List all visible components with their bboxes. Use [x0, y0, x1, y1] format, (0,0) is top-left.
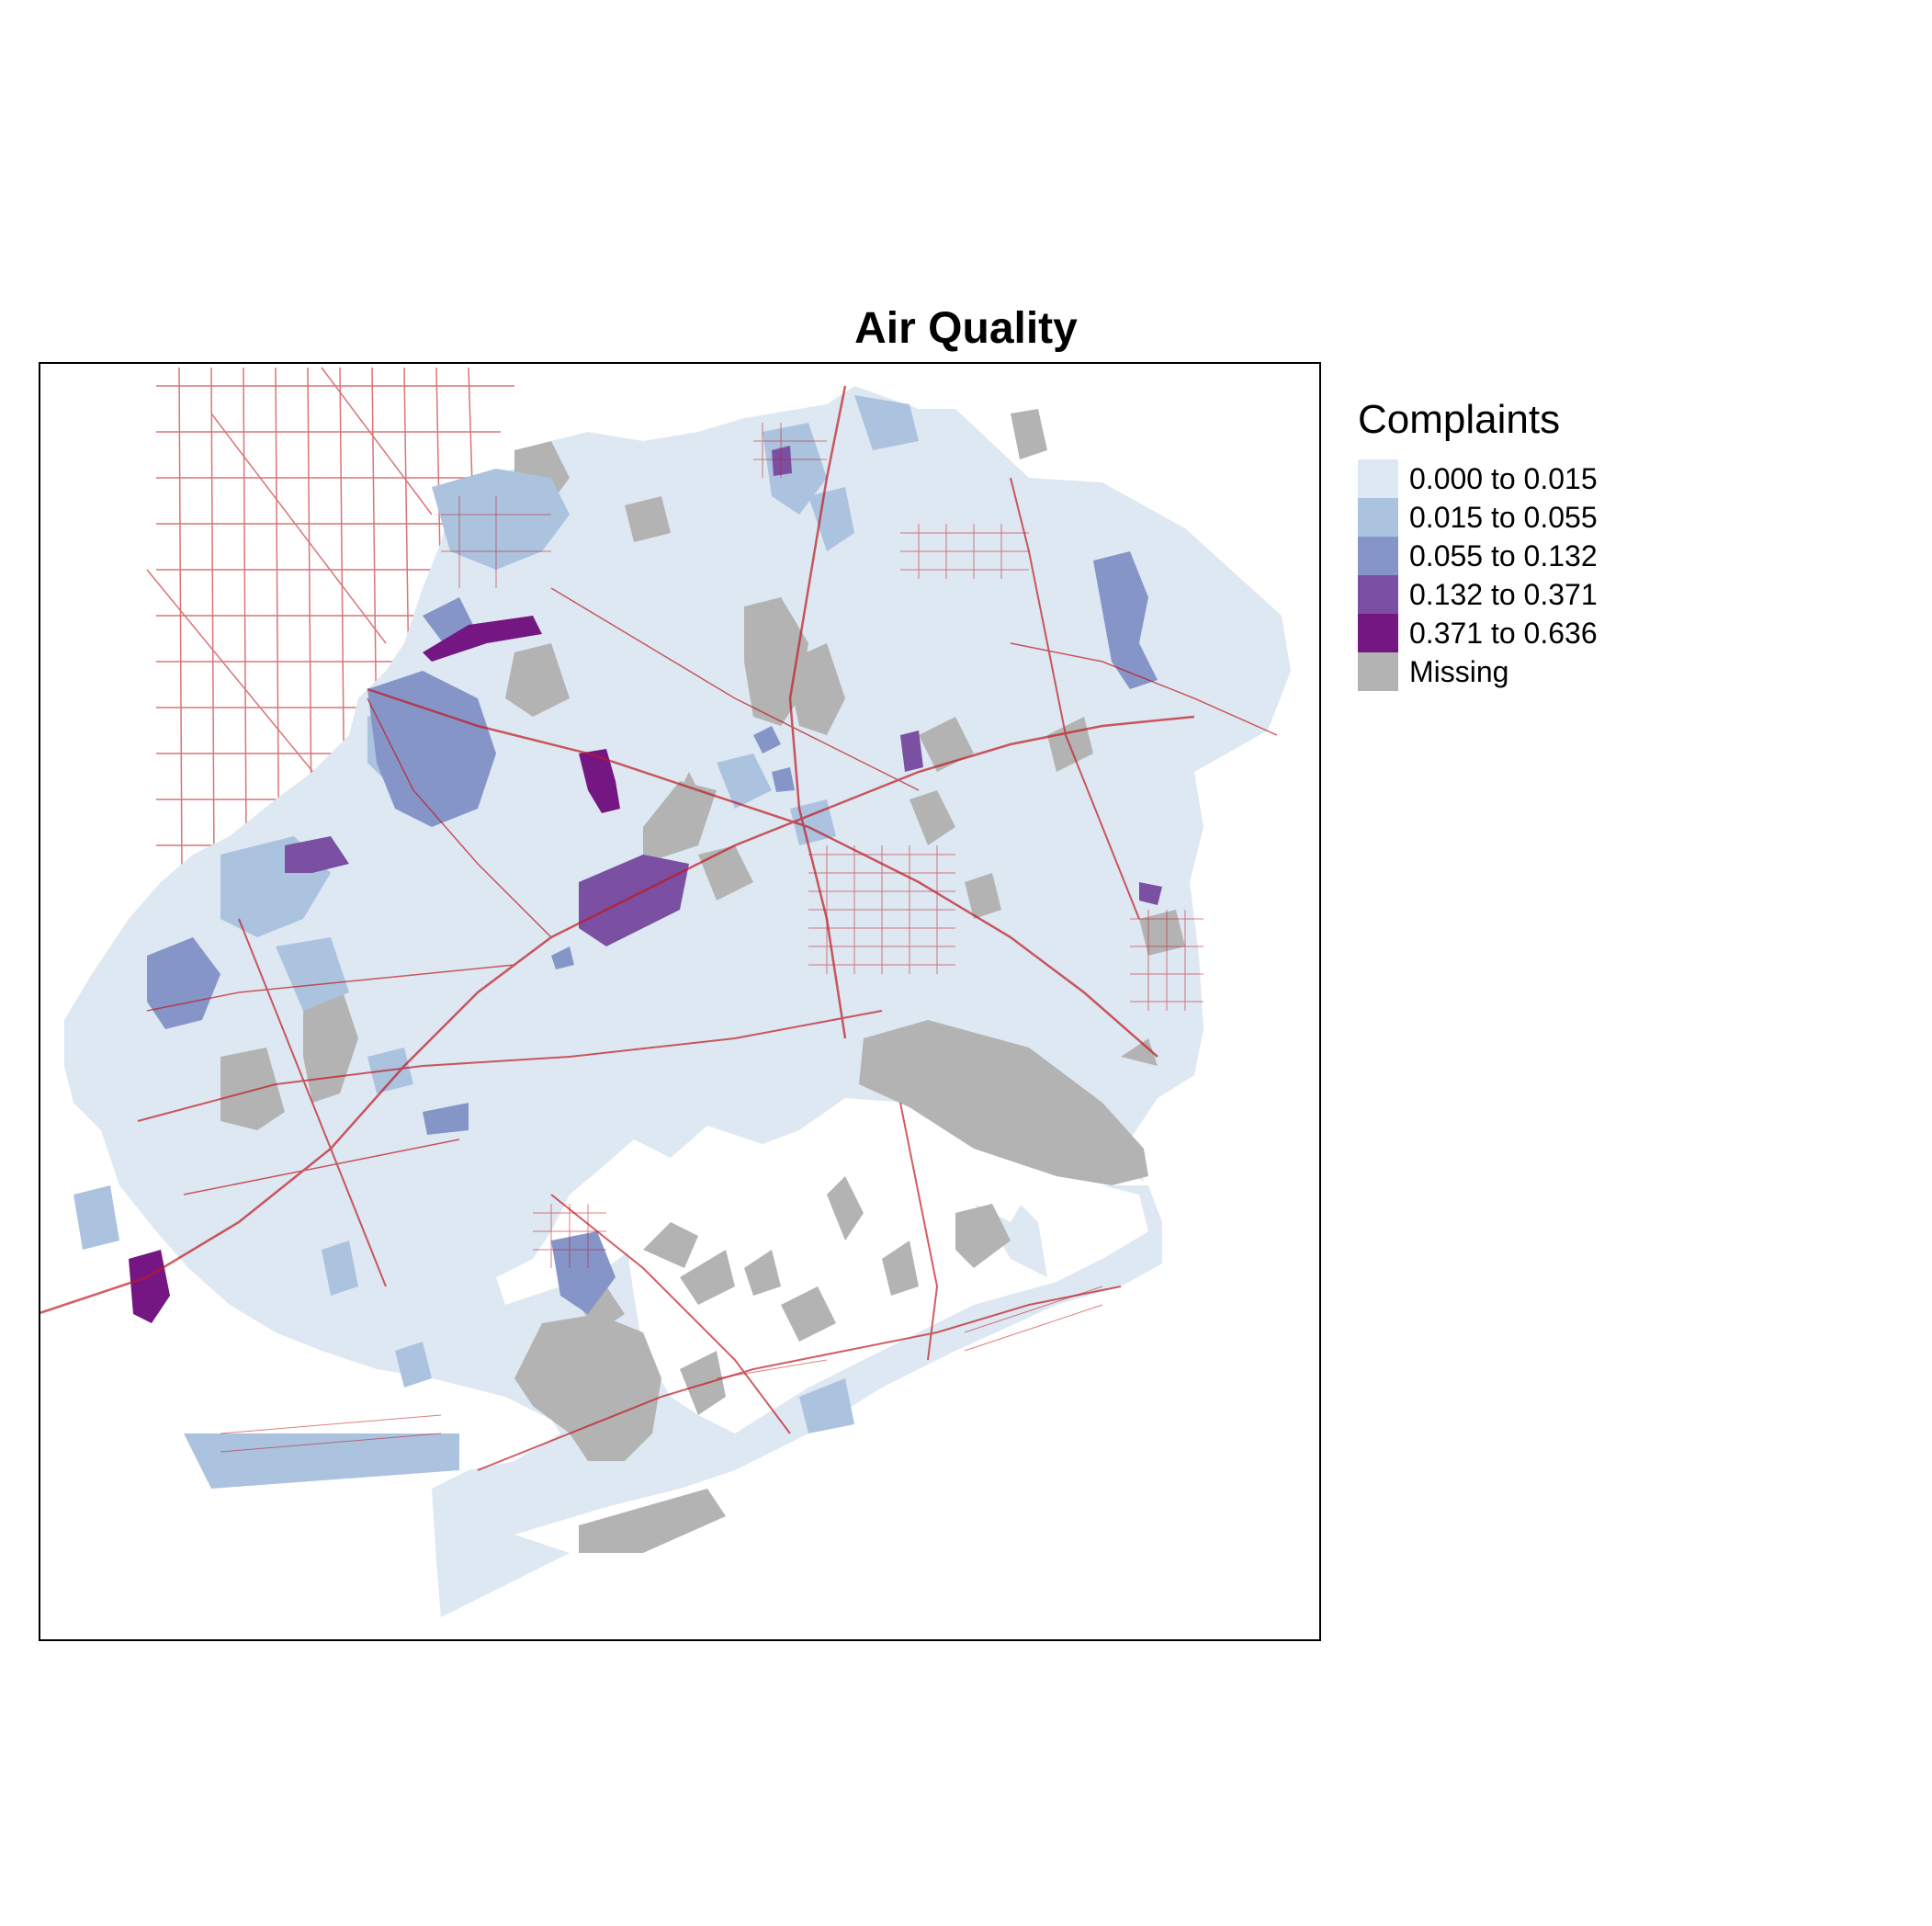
missing-areas	[220, 409, 1185, 1553]
legend-item: 0.132 to 0.371	[1358, 575, 1598, 614]
legend-label: 0.132 to 0.371	[1409, 577, 1598, 611]
complaints-bin-5-areas	[129, 616, 620, 1323]
legend: Complaints 0.000 to 0.015 0.015 to 0.055 0…	[1358, 397, 1598, 691]
legend-label: 0.000 to 0.015	[1409, 461, 1598, 495]
complaints-bin-4-areas	[285, 446, 1162, 946]
legend-label: 0.055 to 0.132	[1409, 538, 1598, 572]
legend-swatch	[1358, 498, 1398, 537]
map-frame	[39, 362, 1321, 1641]
complaints-bin-3-areas	[147, 551, 1158, 1314]
legend-label: 0.371 to 0.636	[1409, 616, 1598, 650]
legend-label: Missing	[1409, 654, 1509, 688]
jamaica-bay-water	[625, 1139, 1148, 1433]
map-title: Air Quality	[854, 304, 1078, 353]
legend-item: 0.371 to 0.636	[1358, 614, 1598, 652]
legend-swatch	[1358, 459, 1398, 498]
legend-swatch	[1358, 575, 1398, 614]
legend-item: 0.055 to 0.132	[1358, 537, 1598, 575]
legend-items: 0.000 to 0.015 0.015 to 0.055 0.055 to 0.1…	[1358, 459, 1598, 691]
road-network	[40, 385, 1278, 1471]
legend-title: Complaints	[1358, 397, 1561, 442]
legend-label: 0.015 to 0.055	[1409, 500, 1598, 534]
legend-item: Missing	[1358, 652, 1598, 691]
legend-item: 0.015 to 0.055	[1358, 498, 1598, 537]
legend-item: 0.000 to 0.015	[1358, 459, 1598, 498]
legend-swatch	[1358, 537, 1398, 575]
legend-swatch	[1358, 614, 1398, 652]
local-road-grids	[220, 423, 1203, 1453]
legend-swatch	[1358, 652, 1398, 691]
